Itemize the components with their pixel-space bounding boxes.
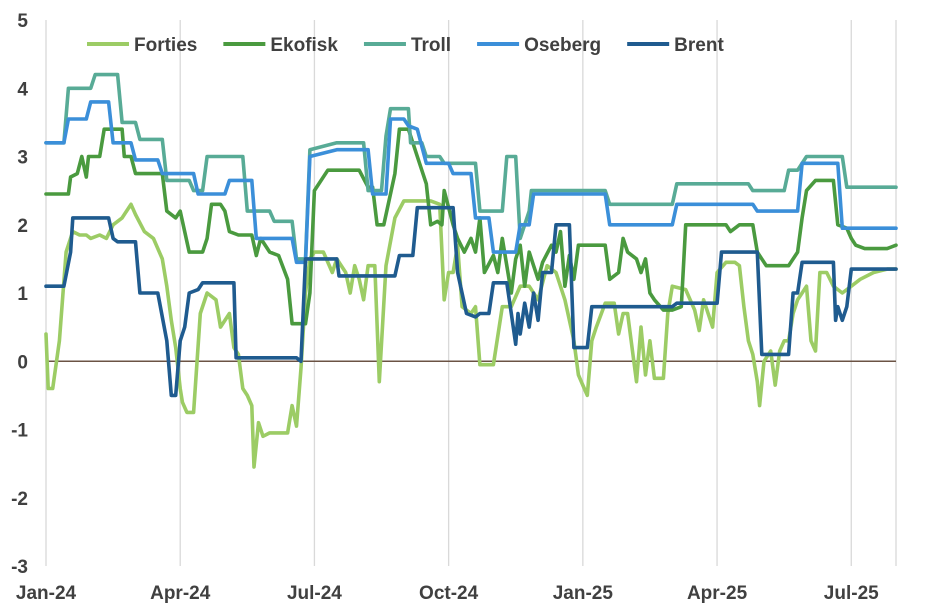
series-lines xyxy=(44,72,898,469)
y-tick-label: 5 xyxy=(17,11,28,32)
series-line-forties xyxy=(44,199,898,469)
legend-item-forties: Forties xyxy=(87,35,197,56)
y-tick-label: 3 xyxy=(17,148,28,169)
legend-label: Forties xyxy=(134,35,197,56)
series-line-oseberg xyxy=(44,100,898,265)
x-tick-label: Jul-24 xyxy=(287,583,342,604)
series-line-troll xyxy=(44,72,898,261)
legend-item-ekofisk: Ekofisk xyxy=(223,35,338,56)
x-tick-label: Apr-24 xyxy=(150,583,211,604)
series-line-brent xyxy=(44,205,898,398)
legend-label: Oseberg xyxy=(524,35,601,56)
y-tick-label: 2 xyxy=(17,216,28,237)
legend-item-troll: Troll xyxy=(363,35,451,56)
x-tick-label: Jan-25 xyxy=(553,583,614,604)
y-tick-label: 4 xyxy=(17,79,28,100)
legend-item-oseberg: Oseberg xyxy=(477,35,601,56)
x-tick-label: Jul-25 xyxy=(824,583,879,604)
x-axis-tick-labels: Jan-24 Apr-24 Jul-24 Oct-24 Jan-25 Apr-25 Jul-… xyxy=(16,583,879,604)
x-tick-label: Jan-24 xyxy=(16,583,77,604)
legend-label: Ekofisk xyxy=(270,35,338,56)
series-line-ekofisk xyxy=(44,127,898,326)
y-tick-label: 0 xyxy=(17,352,28,373)
legend-label: Brent xyxy=(674,35,724,56)
y-tick-label: 1 xyxy=(17,284,28,305)
y-tick-label: -3 xyxy=(11,557,28,578)
y-tick-label: -2 xyxy=(11,489,28,510)
legend: Forties Ekofisk Troll Oseberg Brent xyxy=(87,35,724,56)
vertical-gridlines xyxy=(45,20,897,566)
legend-label: Troll xyxy=(411,35,451,56)
x-tick-label: Apr-25 xyxy=(687,583,748,604)
legend-item-brent: Brent xyxy=(627,35,724,56)
x-tick-label: Oct-24 xyxy=(419,583,479,604)
y-tick-label: -1 xyxy=(11,421,28,442)
y-axis-tick-labels: 5 4 3 2 1 0 -1 -2 -3 xyxy=(11,11,28,578)
